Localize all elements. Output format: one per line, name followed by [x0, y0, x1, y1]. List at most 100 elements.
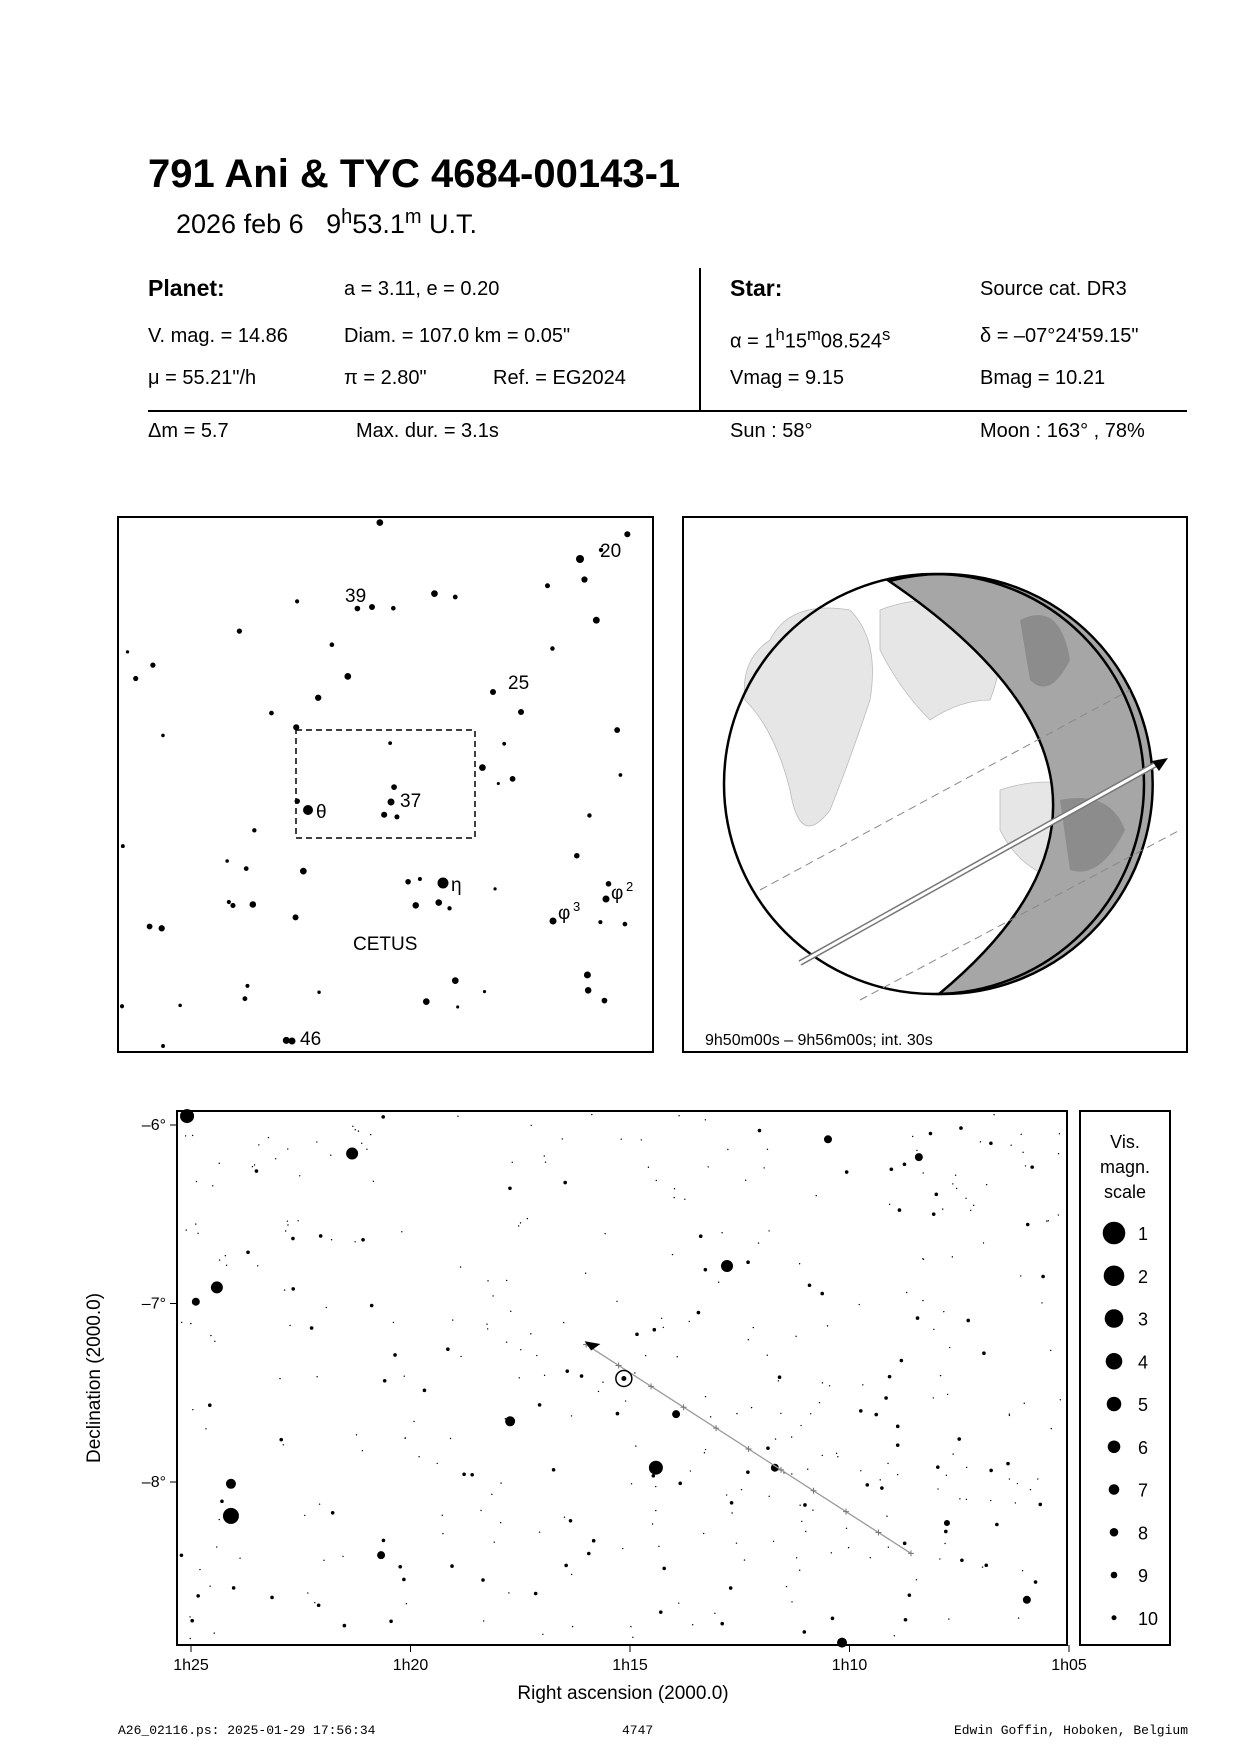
time-hours: 9 — [326, 209, 342, 239]
faint-star — [688, 1320, 690, 1323]
finder-star — [592, 616, 600, 624]
faint-star — [651, 1473, 656, 1478]
finder-label-phi3: φ — [558, 903, 570, 924]
target-star-ring — [615, 1369, 633, 1388]
star-heading: Star: — [730, 275, 783, 301]
faint-star — [190, 1322, 192, 1325]
faint-star — [709, 1416, 712, 1418]
finder-star — [502, 741, 507, 746]
finder-star — [376, 519, 384, 526]
faint-star — [635, 1445, 637, 1447]
faint-star — [189, 1637, 191, 1640]
faint-star — [289, 1324, 291, 1327]
finder-star — [225, 859, 229, 863]
faint-star — [707, 1166, 709, 1168]
faint-star — [689, 1470, 692, 1472]
x-axis-label: Right ascension (2000.0) — [517, 1683, 728, 1704]
faint-star — [944, 1542, 946, 1545]
faint-star — [743, 1559, 746, 1561]
faint-star — [673, 1188, 676, 1190]
faint-star — [452, 1319, 454, 1321]
star-mark — [222, 1507, 239, 1524]
legend-dot — [1107, 1440, 1121, 1454]
faint-star — [858, 1303, 860, 1306]
faint-star — [616, 1300, 618, 1303]
alpha-hours: α = 1 — [730, 330, 776, 353]
time-minutes: 53.1 — [352, 209, 405, 239]
path-time-tick — [713, 1425, 720, 1432]
faint-star — [652, 1327, 657, 1332]
faint-star — [1030, 1165, 1034, 1169]
faint-star — [330, 1239, 333, 1241]
star-mark — [770, 1463, 779, 1472]
star-mark — [823, 1135, 832, 1144]
finder-star — [282, 1036, 290, 1044]
faint-star — [542, 1633, 544, 1635]
faint-star — [591, 1113, 593, 1116]
faint-star — [267, 1136, 270, 1139]
faint-star — [714, 1612, 716, 1615]
finder-star — [456, 1005, 460, 1009]
constellation-label: CETUS — [353, 934, 417, 955]
faint-star — [253, 1164, 256, 1166]
faint-star — [893, 1635, 896, 1637]
faint-star — [952, 1183, 954, 1185]
faint-star — [989, 1141, 993, 1146]
faint-star — [1041, 1302, 1043, 1304]
finder-star — [605, 881, 612, 887]
faint-star — [936, 1465, 940, 1469]
faint-star — [392, 1321, 395, 1324]
faint-star — [491, 1493, 493, 1496]
finder-star — [509, 776, 516, 782]
faint-star — [886, 1515, 888, 1517]
faint-star — [942, 1208, 944, 1210]
faint-star — [486, 1323, 488, 1325]
faint-star — [381, 1538, 386, 1543]
legend-title: magn. — [1100, 1157, 1150, 1177]
faint-star — [847, 1546, 850, 1549]
star-mark — [191, 1297, 200, 1306]
shadow-limit-south — [859, 829, 1181, 1001]
y-tick-label: –7° — [142, 1296, 166, 1313]
faint-star — [895, 1424, 900, 1429]
finder-label-sup: 2 — [626, 879, 633, 894]
faint-star — [398, 1564, 403, 1569]
faint-star — [287, 1148, 289, 1150]
faint-star — [676, 1356, 678, 1358]
path-time-tick — [875, 1529, 882, 1536]
faint-star — [1050, 1349, 1052, 1352]
faint-star — [1050, 1427, 1052, 1430]
faint-star — [905, 1291, 908, 1294]
faint-star — [907, 1593, 912, 1597]
globe-frame — [682, 516, 1188, 1053]
faint-star — [632, 1636, 634, 1639]
finder-star — [158, 925, 165, 932]
faint-star — [727, 1148, 729, 1151]
star-alpha: α = 1h15m08.524s — [730, 325, 890, 354]
legend-mag-label: 4 — [1138, 1352, 1148, 1372]
faint-star — [189, 1616, 191, 1618]
faint-star — [954, 1174, 957, 1176]
faint-star — [880, 1486, 884, 1490]
faint-star — [703, 1267, 708, 1272]
faint-star — [530, 1124, 532, 1127]
faint-star — [660, 1317, 663, 1320]
finder-star — [435, 899, 443, 906]
faint-star — [372, 1180, 375, 1183]
faint-star — [965, 1498, 968, 1501]
alpha-h-unit: h — [775, 325, 785, 344]
faint-star — [517, 1225, 520, 1227]
finder-star — [544, 583, 551, 589]
finder-star — [412, 902, 419, 909]
finder-label-theta: θ — [316, 802, 327, 823]
faint-star — [630, 1625, 632, 1628]
faint-star — [945, 1474, 948, 1477]
faint-star — [185, 1229, 187, 1231]
legend-dot — [1103, 1265, 1125, 1287]
finder-star — [479, 764, 486, 771]
faint-star — [858, 1409, 863, 1413]
faint-star — [486, 1328, 489, 1330]
faint-star — [949, 1346, 951, 1349]
faint-star — [1016, 1482, 1019, 1485]
faint-star — [678, 1115, 680, 1117]
